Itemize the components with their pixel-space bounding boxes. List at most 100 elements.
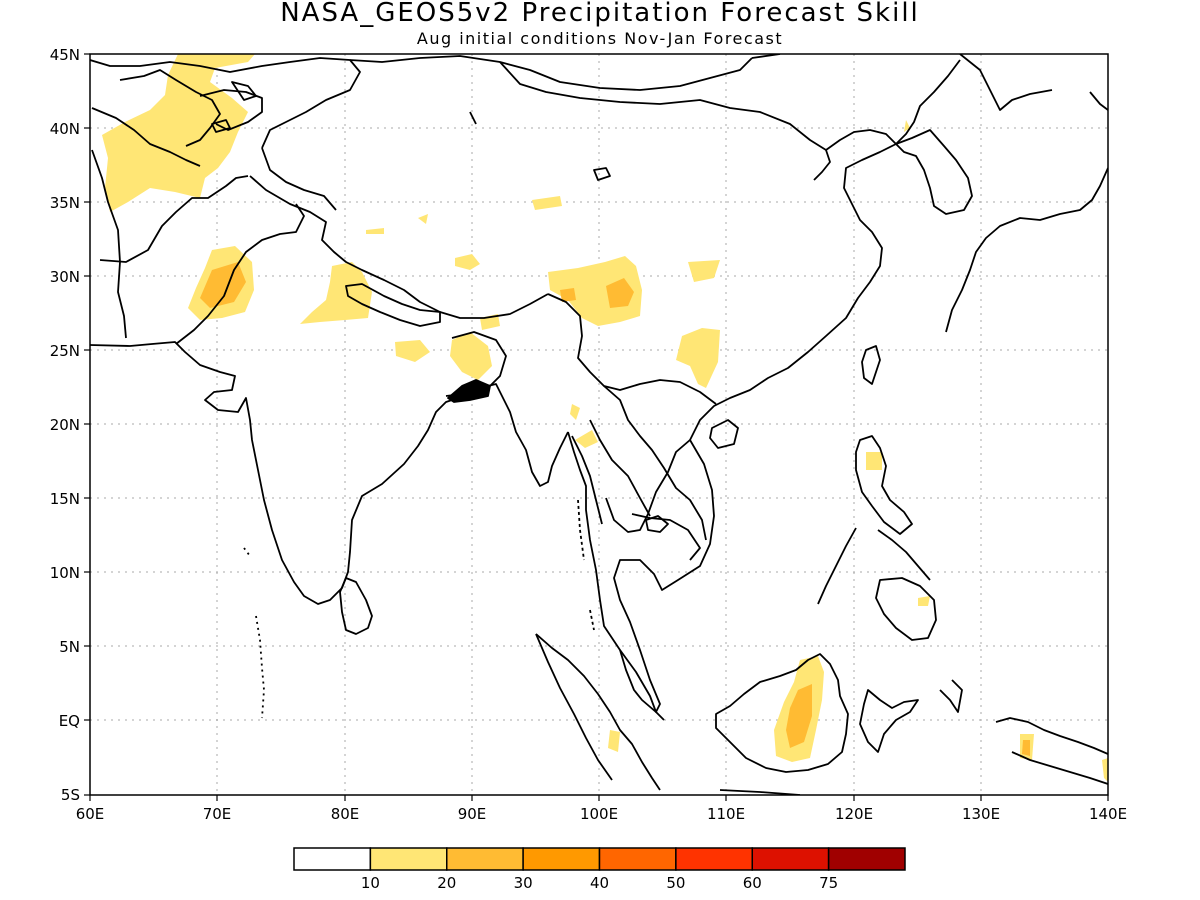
map-title: NASA_GEOS5v2 Precipitation Forecast Skil… (280, 0, 920, 28)
lon-label: 70E (203, 805, 232, 823)
tick-marks (84, 53, 1109, 801)
lon-label: 100E (580, 805, 618, 823)
lon-label: 130E (962, 805, 1000, 823)
lat-label: 10N (50, 564, 80, 582)
border-cambodia (631, 513, 701, 561)
coast-japan (945, 167, 1108, 333)
coast-sulawesi (859, 689, 919, 753)
lat-label: 5S (61, 786, 80, 804)
skill-core-borneo (786, 684, 812, 748)
border-kyrgyz (199, 89, 263, 131)
skill-region-nw (102, 54, 255, 212)
colorbar-swatch (446, 847, 524, 871)
coast-moluccas (939, 679, 963, 713)
coast-andaman (577, 499, 585, 561)
coast-korea (895, 129, 973, 215)
coast-maldives (255, 615, 265, 719)
skill-patch-6 (570, 404, 580, 420)
lat-label: 35N (50, 194, 80, 212)
skill-core-swchina-2 (560, 288, 576, 302)
lon-label: 60E (76, 805, 105, 823)
colorbar-label: 50 (666, 874, 685, 892)
gridlines (90, 54, 1108, 795)
lake-qinghai (593, 167, 611, 181)
border-mongolia (349, 55, 753, 91)
coast-hokkaido (1089, 91, 1108, 111)
skill-patch-1 (395, 340, 430, 362)
coast-palawan (817, 527, 857, 605)
coast-nicobar (589, 609, 595, 631)
colorbar-swatch (598, 847, 677, 871)
skill-region-swchina (548, 256, 642, 326)
coast-taiwan (861, 345, 881, 385)
coast-west-india (90, 341, 459, 605)
skill-region-nepal (300, 262, 372, 324)
border-iran (91, 149, 127, 339)
skill-region-bangladesh (450, 332, 492, 380)
border-laos (603, 385, 707, 541)
colorbar-label: 30 (514, 874, 533, 892)
colorbar-label: 75 (819, 874, 838, 892)
border-russia (751, 54, 1053, 111)
skill-patch-4 (366, 228, 384, 234)
colorbar-label: 40 (590, 874, 609, 892)
skill-shading (102, 54, 1108, 782)
coast-new-guinea-south (1011, 751, 1108, 785)
skill-region-southchina-1 (688, 260, 720, 282)
border-afghanistan (99, 175, 249, 263)
border-uzbek (119, 69, 221, 147)
colorbar-swatch (369, 847, 448, 871)
border-mongolia-china (469, 61, 827, 151)
border-thailand (589, 419, 651, 517)
lake-tonle-sap (645, 515, 669, 533)
lon-label: 140E (1089, 805, 1127, 823)
coast-visayas (877, 529, 931, 581)
border-india-bangladesh (451, 331, 507, 387)
colorbar: 10 20 30 40 50 60 75 (293, 847, 906, 892)
lon-label: 90E (458, 805, 487, 823)
skill-core-newguinea (1022, 740, 1030, 756)
coast-borneo (715, 653, 849, 773)
coast-java (719, 789, 801, 795)
lat-label: 45N (50, 46, 80, 64)
colorbar-swatch (522, 847, 601, 871)
border-turkmen (91, 107, 201, 167)
coast-sumatra-west (535, 633, 613, 781)
lon-label: 120E (835, 805, 873, 823)
lake-balkhash (231, 81, 257, 101)
colorbar-swatch (293, 847, 372, 871)
lake-issyk (211, 119, 231, 133)
border-china-kazakh (261, 147, 337, 211)
colorbar-label: 60 (743, 874, 762, 892)
border-kazakh (90, 57, 361, 149)
colorbar-swatch (827, 847, 906, 871)
lat-label: 15N (50, 490, 80, 508)
lat-labels: 45N 40N 35N 30N 25N 20N 15N 10N 5N EQ 5S (50, 46, 80, 804)
skill-core-pakistan (200, 262, 246, 308)
skill-region-luzon (866, 452, 882, 470)
lon-label: 110E (707, 805, 745, 823)
border-nepal (345, 283, 441, 327)
coast-sri-lanka (339, 577, 373, 635)
skill-patch-9 (918, 596, 930, 606)
skill-patch-7 (575, 430, 598, 448)
lon-labels: 60E 70E 80E 90E 100E 110E 120E 130E 140E (76, 805, 1127, 823)
coast-new-guinea (995, 717, 1108, 755)
skill-region-southchina-2 (676, 328, 720, 388)
colorbar-swatch (751, 847, 830, 871)
border-myanmar-thai (571, 435, 603, 525)
lat-label: EQ (59, 712, 80, 730)
colorbar-label: 10 (361, 874, 380, 892)
skill-patch-11 (1102, 758, 1108, 782)
coast-lakshadweep (243, 547, 251, 557)
skill-patch-12 (418, 214, 428, 224)
lat-label: 25N (50, 342, 80, 360)
lat-label: 20N (50, 416, 80, 434)
bangladesh-delta (447, 379, 491, 403)
coast-malay (619, 649, 665, 721)
colorbar-swatch (675, 847, 753, 871)
coast-mindanao (875, 577, 937, 641)
colorbar-label: 20 (437, 874, 456, 892)
skill-patch-3 (532, 196, 562, 210)
lat-label: 30N (50, 268, 80, 286)
